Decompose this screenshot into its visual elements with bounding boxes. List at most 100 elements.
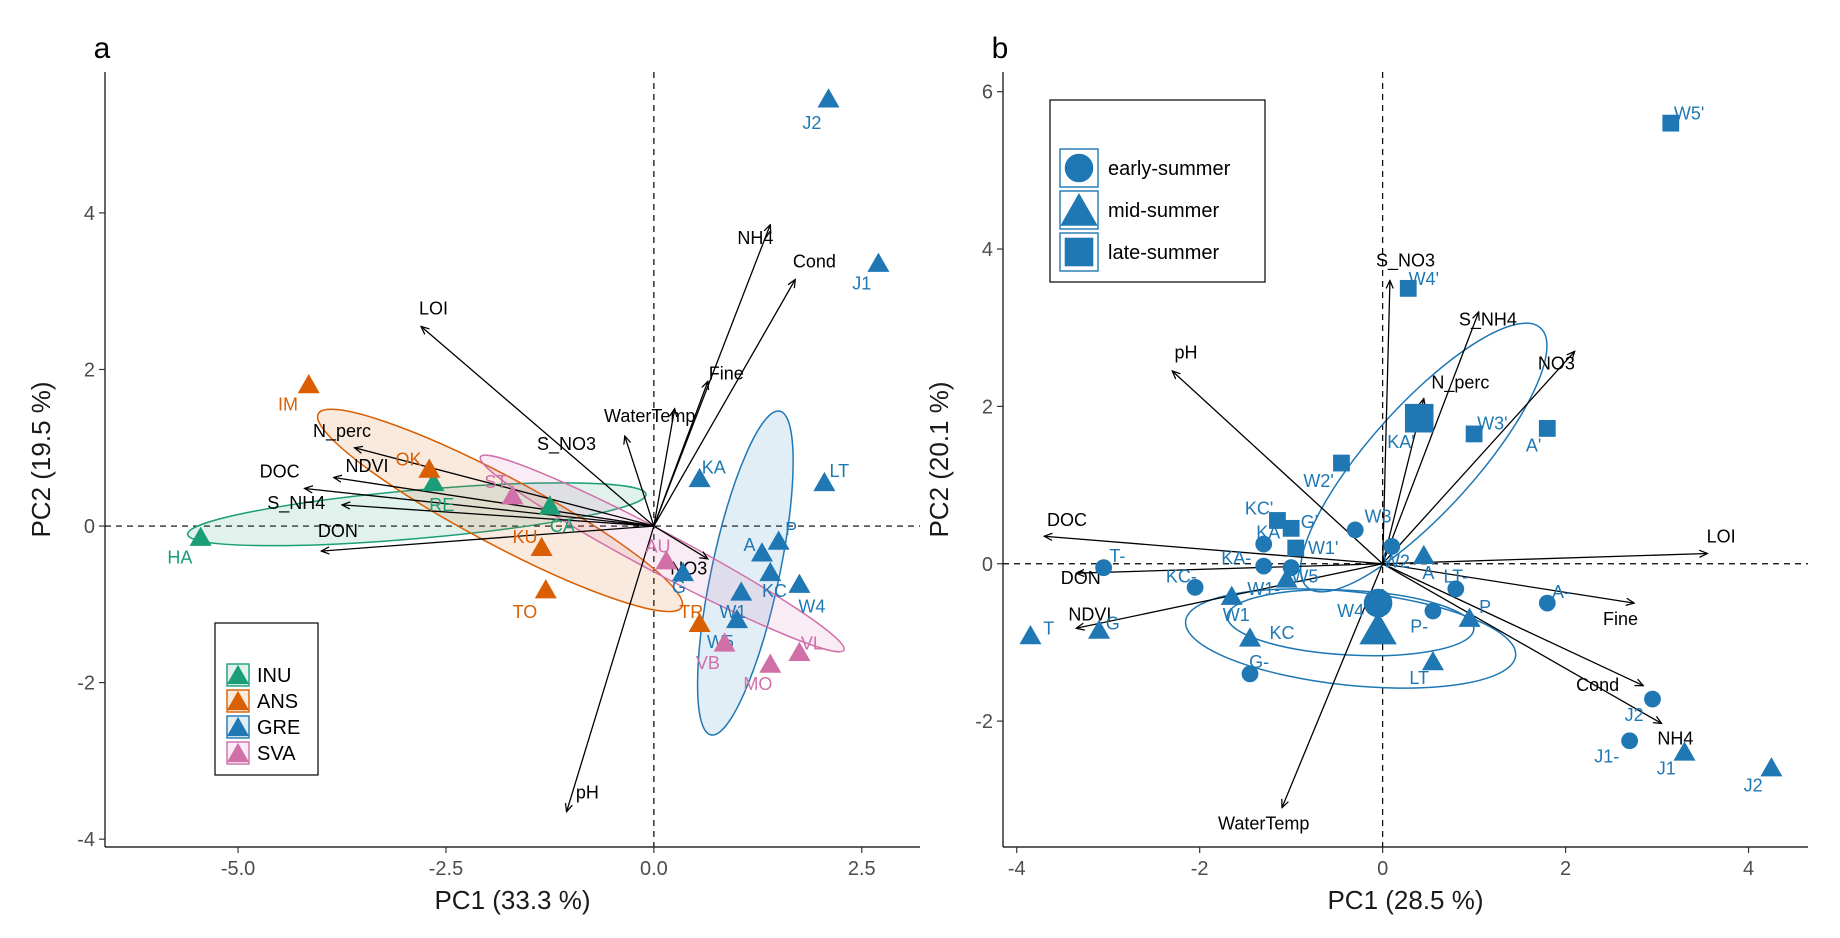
point-label-w1: W1': [1308, 538, 1338, 558]
point-ca: [538, 495, 561, 515]
y-tick-label: 0: [982, 554, 993, 576]
point-label-ka: KA: [702, 457, 726, 477]
point-label-tr: TR: [679, 602, 703, 622]
y-tick-label: -4: [77, 829, 95, 851]
point-label-j2: J2: [1744, 776, 1763, 796]
point-label-g: G: [1106, 614, 1120, 634]
point-a: [1538, 420, 1556, 437]
point-label-lt: LT: [829, 461, 849, 481]
point-label-vl: VL: [801, 633, 823, 653]
point-label-w1: W1-: [1247, 579, 1280, 599]
vector-doc: [1044, 536, 1383, 565]
point-label-ku: KU: [512, 527, 537, 547]
vector-label-watertemp: WaterTemp: [604, 406, 695, 426]
y-tick-label: -2: [975, 711, 993, 733]
legend-label-ans: ANS: [257, 691, 298, 713]
point-w5: [726, 608, 749, 629]
vector-label-nh4: NH4: [737, 228, 773, 248]
vector-label-loi: LOI: [1707, 527, 1736, 547]
vector-label-n-perc: N_perc: [313, 421, 371, 442]
vector-label-watertemp: WaterTemp: [1218, 814, 1309, 834]
point-a: [1538, 594, 1556, 612]
legend-label-inu: INU: [257, 665, 291, 687]
point-label-j2: J2: [1625, 705, 1644, 725]
vector-label-loi: LOI: [419, 299, 448, 319]
y-tick-label: 2: [982, 396, 993, 418]
x-tick-label: -4: [1008, 858, 1026, 880]
vector-don: [1076, 563, 1383, 573]
point-label-a: A: [1422, 563, 1434, 583]
vector-cond: [1382, 563, 1644, 686]
point-ok: [418, 458, 441, 478]
point-lt: [813, 471, 836, 492]
point-label-vb: VB: [696, 653, 720, 673]
point-j1: [867, 252, 890, 272]
point-label-t: T-: [1109, 546, 1125, 566]
vector-cond: [653, 279, 795, 527]
point-w4: [788, 573, 811, 593]
point-mo: [759, 653, 782, 673]
legend-label-early-summer: early-summer: [1108, 158, 1231, 180]
point-label-to: TO: [513, 602, 538, 622]
point-re: [422, 471, 445, 492]
point-g: [1282, 519, 1300, 537]
point-label-a: A-: [1552, 582, 1570, 602]
point-kc: [1186, 578, 1204, 596]
point-label-w4: W4': [1409, 269, 1439, 289]
vector-s-no3: [625, 436, 655, 527]
point-label-lt: LT: [1409, 668, 1429, 688]
point-a: [1412, 544, 1435, 564]
point-ka: [1255, 557, 1273, 575]
legend-symbol-mid-summer: [1060, 193, 1098, 226]
point-w1: [1287, 539, 1305, 557]
point-g: [1088, 619, 1111, 639]
point-label-ca: CA: [550, 516, 575, 536]
point-p: [1424, 602, 1442, 620]
point-label-w4: W4: [1337, 601, 1364, 621]
point-label-w5: W5: [1291, 566, 1318, 586]
point-g: [1241, 665, 1259, 683]
point-w5: [1662, 114, 1680, 132]
point-label-kc: KC: [1269, 623, 1294, 643]
point-p: [1458, 607, 1481, 627]
point-label-w5: W5': [1674, 104, 1704, 124]
point-w3: [1465, 425, 1483, 443]
point-st: [501, 485, 524, 505]
y-tick-label: 0: [84, 516, 95, 538]
point-ku: [530, 536, 553, 557]
point-to: [534, 579, 557, 599]
point-label-mo: MO: [743, 674, 772, 694]
vector-label-fine: Fine: [1603, 609, 1638, 629]
point-ha: [189, 526, 212, 546]
vector-label-cond: Cond: [793, 252, 836, 272]
legend-symbol-late-summer: [1064, 237, 1094, 267]
point-label-p: P: [785, 519, 797, 539]
vector-label-ndvi: NDVI: [1068, 604, 1111, 624]
point-kc: [759, 561, 782, 582]
legend-label-gre: GRE: [257, 717, 300, 739]
point-vl: [788, 641, 811, 661]
point-lt: [1421, 650, 1444, 671]
vector-doc: [305, 488, 654, 527]
vector-label-s-nh4: S_NH4: [1459, 309, 1517, 330]
vector-label-don: DON: [318, 521, 358, 541]
vector-label-no3: NO3: [1538, 353, 1575, 373]
point-label-w2: W2': [1303, 471, 1333, 491]
x-tick-label: 4: [1743, 858, 1754, 880]
point-label-im: IM: [278, 395, 298, 415]
vector-label-s-nh4: S_NH4: [267, 493, 325, 514]
panel-b: b -4 -2 0 2 4 -2 0 2 4 6 PC1 (28.5 %) PC2 (20.1 %) S_…: [924, 32, 1808, 915]
vector-loi: [1382, 554, 1708, 565]
vector-label-nh4: NH4: [1657, 729, 1693, 749]
point-label-ka: KA': [1387, 432, 1414, 452]
point-au: [655, 550, 678, 570]
point-label-re: RE: [429, 495, 454, 515]
vector-label-doc: DOC: [260, 462, 300, 482]
point-label-a: A': [1526, 436, 1541, 456]
vector-no3: [1382, 351, 1575, 565]
point-label-w3: W3: [1365, 507, 1392, 527]
legend-label-late-summer: late-summer: [1108, 242, 1219, 264]
point-label-lt: LT-: [1443, 566, 1468, 586]
panel-a: a -5.0 -2.5 0.0 2.5 -4 -2 0 2 4 PC1 (33.3 %) PC2 (1…: [26, 32, 920, 915]
legend-symbol-early-summer: [1064, 153, 1094, 183]
